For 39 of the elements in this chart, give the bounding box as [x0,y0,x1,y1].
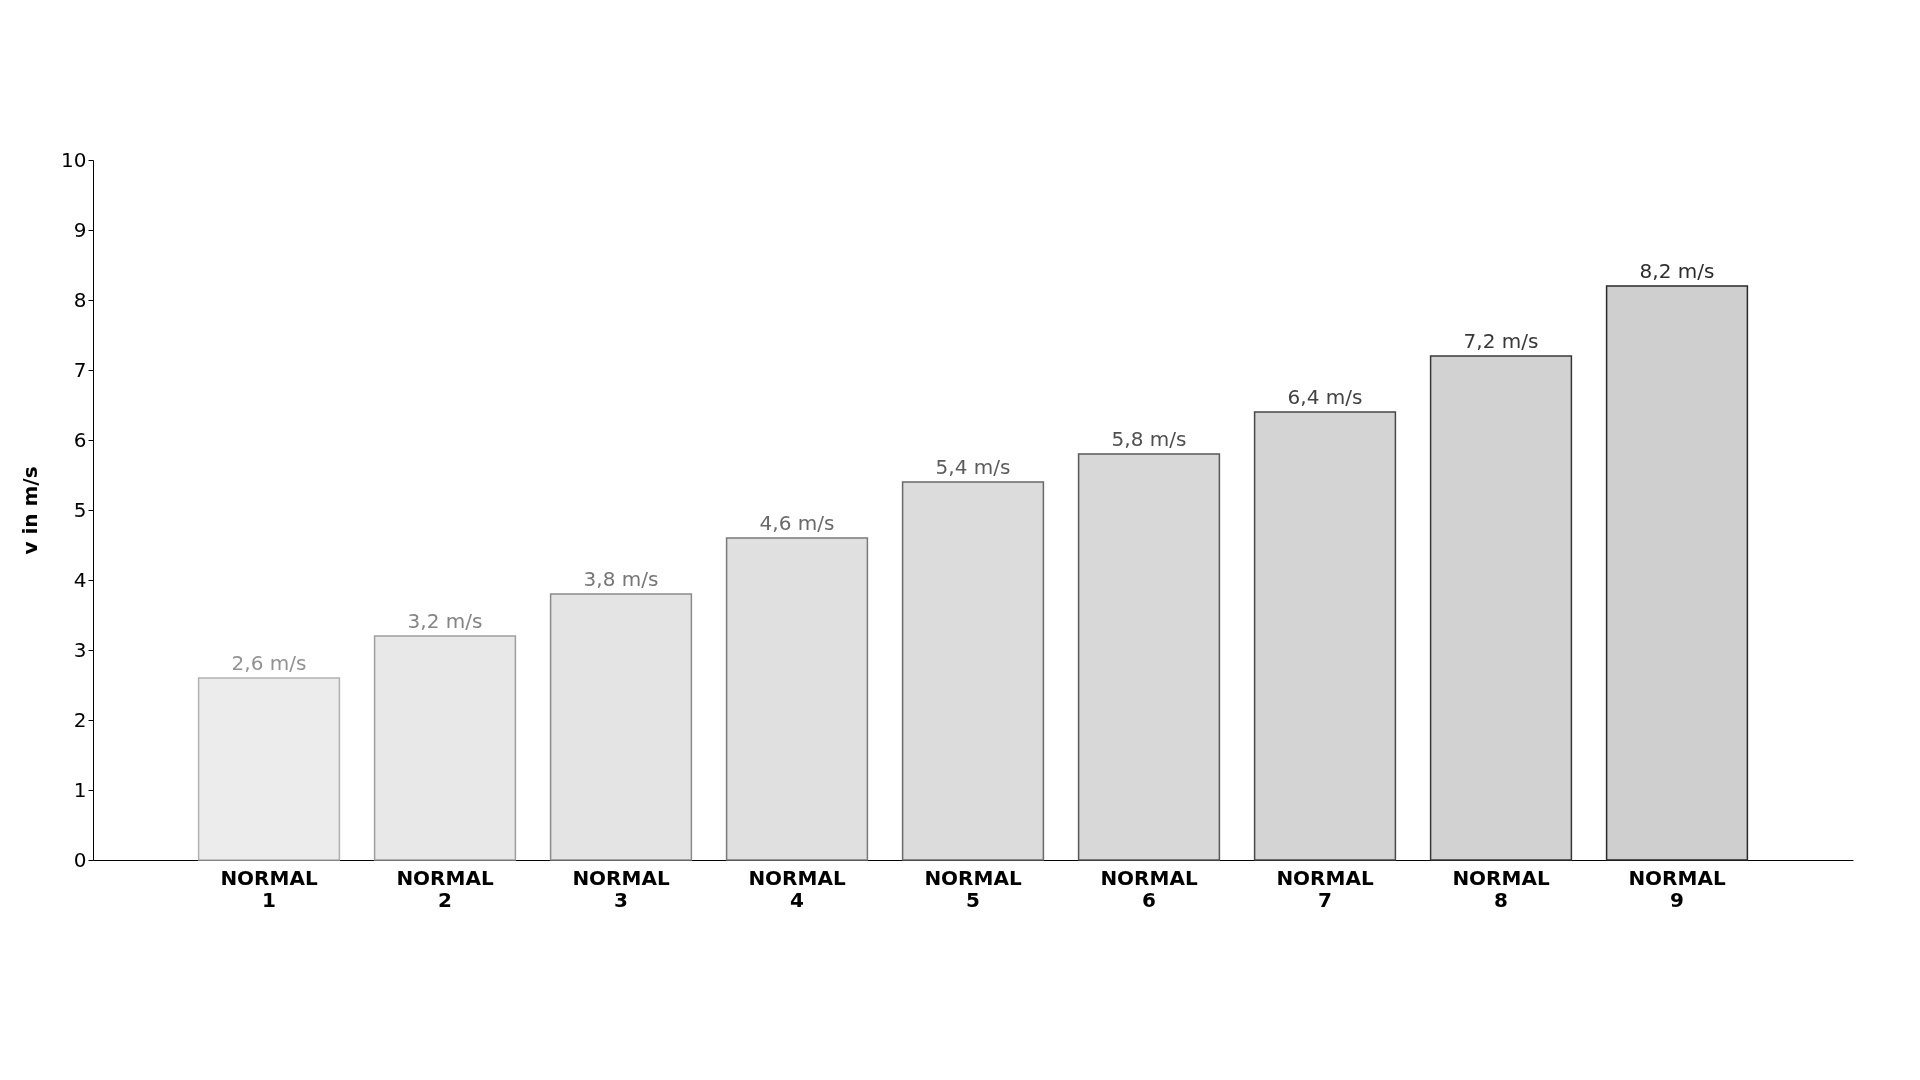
y-tick-label: 4 [73,567,87,592]
x-tick-label: NORMAL 4 [748,865,846,912]
y-tick-label: 1 [73,777,87,802]
bar [197,677,341,861]
x-tick-label: NORMAL 9 [1628,865,1726,912]
y-axis-title: v in m/s [18,466,43,555]
bar [1605,285,1749,861]
x-tick-label: NORMAL 8 [1452,865,1550,912]
bar [1077,453,1221,861]
y-tick-label: 8 [73,287,87,312]
bar [373,635,517,861]
data-label: 5,4 m/s [935,455,1011,479]
x-tick-label: NORMAL 3 [572,865,670,912]
data-label: 7,2 m/s [1463,329,1539,353]
y-tick-label: 0 [73,847,87,872]
y-tick-label: 5 [73,497,87,522]
x-tick-label: NORMAL 5 [924,865,1022,912]
data-label: 4,6 m/s [759,511,835,535]
bar [901,481,1045,861]
data-label: 8,2 m/s [1639,259,1715,283]
bar [549,593,693,861]
data-label: 6,4 m/s [1287,385,1363,409]
y-tick-label: 2 [73,707,87,732]
y-tick-label: 10 [61,147,87,172]
data-label: 2,6 m/s [231,651,307,675]
data-label: 3,2 m/s [407,609,483,633]
data-label: 3,8 m/s [583,567,659,591]
bar [1253,411,1397,861]
y-tick-label: 9 [73,217,87,242]
data-label: 5,8 m/s [1111,427,1187,451]
x-tick-label: NORMAL 7 [1276,865,1374,912]
y-tick-label: 3 [73,637,87,662]
x-tick-label: NORMAL 1 [220,865,318,912]
x-tick-label: NORMAL 6 [1100,865,1198,912]
y-tick-label: 6 [73,427,87,452]
y-tick-label: 7 [73,357,87,382]
bar [725,537,869,861]
x-tick-label: NORMAL 2 [396,865,494,912]
bar [1429,355,1573,861]
